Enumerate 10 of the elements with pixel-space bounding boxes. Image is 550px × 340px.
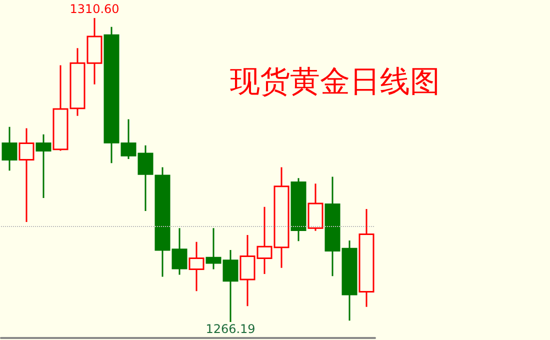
candlestick [290,177,306,242]
annotation: 1266.19 [206,322,256,336]
candlestick [36,134,52,199]
annotation: 1310.60 [70,2,120,16]
candlestick [2,126,18,172]
candlestick [308,182,324,232]
candlestick [188,241,204,292]
candlestick [358,208,374,308]
candlestick [18,127,34,223]
text: 现货黄金日线图 [230,64,440,100]
